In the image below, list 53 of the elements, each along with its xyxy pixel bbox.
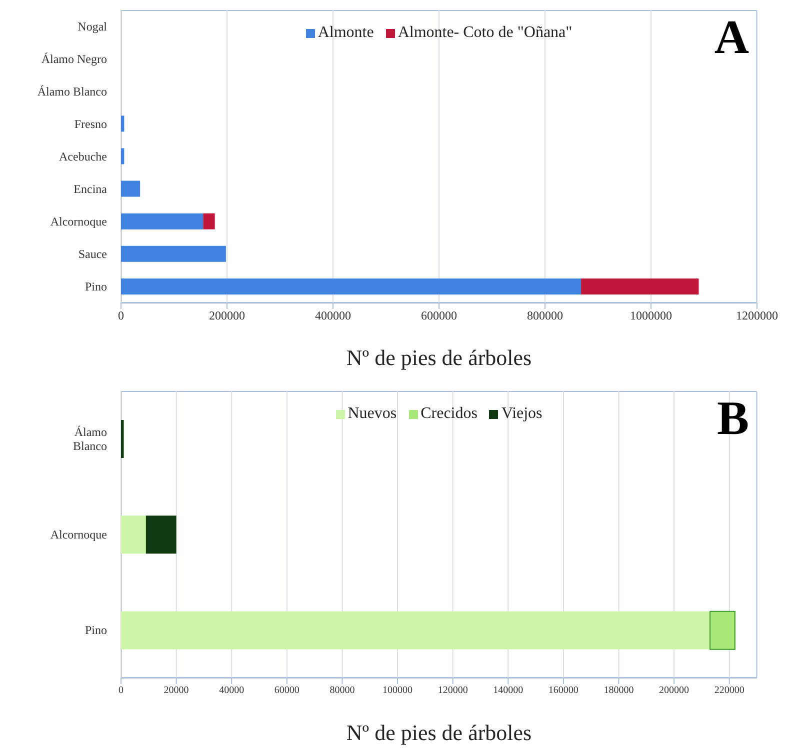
x-tick-label: 100000 — [382, 685, 413, 696]
legend-label: Nuevos — [348, 405, 397, 423]
y-tick-label: Sauce — [78, 247, 107, 262]
y-tick-label: Álamo Blanco — [73, 424, 107, 453]
bar — [121, 116, 124, 132]
bar — [121, 278, 582, 294]
x-tick-label: 180000 — [604, 685, 634, 696]
x-axis-title: Nº de pies de árboles — [346, 345, 532, 370]
x-tick-label: 1000000 — [630, 308, 672, 323]
x-tick-label: 800000 — [527, 308, 563, 323]
bar — [203, 213, 215, 230]
legend-label: Almonte- Coto de "Oñana" — [398, 24, 572, 42]
y-tick-label: Pino — [84, 623, 107, 638]
bar — [121, 213, 204, 230]
y-tick-label: Álamo Blanco — [37, 84, 107, 98]
x-tick-label: 160000 — [548, 685, 578, 696]
bar — [121, 611, 710, 650]
y-tick-label: Fresno — [74, 116, 107, 131]
x-tick-label: 40000 — [219, 685, 244, 696]
annotation: A — [714, 11, 749, 64]
legend-label: Crecidos — [420, 405, 478, 423]
legend-label: Viejos — [501, 405, 542, 423]
x-tick-label: 1200000 — [736, 308, 778, 323]
bar — [581, 278, 699, 294]
bar — [121, 420, 124, 458]
x-tick-label: 120000 — [438, 685, 468, 696]
bar — [121, 180, 140, 197]
bar — [121, 246, 226, 262]
x-tick-label: 140000 — [493, 685, 524, 696]
bar — [709, 610, 736, 650]
x-tick-label: 0 — [118, 308, 124, 323]
y-tick-label: Álamo Negro — [41, 52, 107, 66]
x-tick-label: 0 — [118, 685, 124, 696]
legend-label: Almonte — [318, 24, 374, 42]
x-tick-label: 60000 — [274, 685, 300, 696]
y-tick-label: Nogal — [78, 19, 108, 34]
y-tick-label: Encina — [74, 182, 108, 196]
x-tick-label: 20000 — [164, 685, 189, 696]
bar — [121, 516, 146, 554]
x-tick-label: 400000 — [315, 308, 351, 323]
x-tick-label: 600000 — [421, 308, 457, 323]
x-tick-label: 80000 — [330, 685, 355, 696]
y-tick-label: Alcornoque — [50, 528, 107, 542]
y-tick-label: Acebuche — [59, 150, 107, 164]
x-tick-label: 200000 — [659, 685, 690, 696]
bar — [146, 516, 176, 554]
y-tick-label: Alcornoque — [50, 214, 107, 229]
annotation: B — [716, 392, 749, 445]
x-tick-label: 200000 — [209, 308, 245, 323]
bar — [121, 148, 124, 164]
x-tick-label: 220000 — [714, 685, 744, 696]
x-axis-title: Nº de pies de árboles — [346, 720, 532, 745]
y-tick-label: Pino — [84, 280, 107, 294]
